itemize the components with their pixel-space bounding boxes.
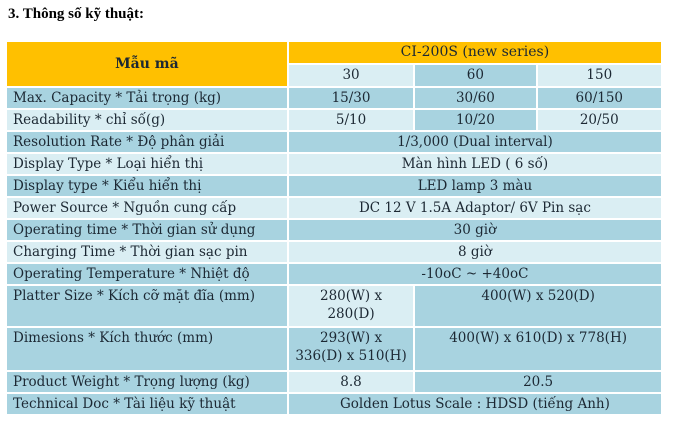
header-row-capacities: 30 60 150 (7, 65, 661, 86)
spec-row-operating-temperature: Operating Temperature * Nhiệt độ -10oC ~… (7, 264, 661, 284)
value-cell-span: Màn hình LED ( 6 số) (288, 154, 661, 174)
row-label: Display Type * Loại hiển thị (7, 154, 287, 174)
value-cell-60: 30/60 (415, 88, 536, 108)
value-cell-30: 8.8 (288, 372, 414, 392)
spec-row-dimensions: Dimesions * Kích thước (mm) 293(W) x 336… (7, 328, 661, 370)
value-cell-30: 5/10 (288, 110, 414, 130)
value-cell-span: Golden Lotus Scale : HDSD (tiếng Anh) (288, 394, 661, 414)
spec-row-product-weight: Product Weight * Trọng lượng (kg) 8.8 20… (7, 372, 661, 392)
section-title: 3. Thông số kỹ thuật: (8, 6, 145, 22)
value-cell-30: 280(W) x 280(D) (288, 286, 414, 326)
row-label: Power Source * Nguồn cung cấp (7, 198, 287, 218)
spec-table: Mẫu mã CI-200S (new series) 30 60 150 Ma… (5, 40, 663, 416)
spec-row-power-source: Power Source * Nguồn cung cấp DC 12 V 1.… (7, 198, 661, 218)
row-label: Operating Temperature * Nhiệt độ (7, 264, 287, 284)
spec-row-resolution-rate: Resolution Rate * Độ phân giải 1/3,000 (… (7, 132, 661, 152)
value-cell-span: LED lamp 3 màu (288, 176, 661, 196)
series-header-cell: CI-200S (new series) (288, 42, 661, 63)
row-label: Operating time * Thời gian sử dụng (7, 220, 287, 240)
spec-row-platter-size: Platter Size * Kích cỡ mặt đĩa (mm) 280(… (7, 286, 661, 326)
model-header-cell: Mẫu mã (7, 42, 287, 86)
value-cell-60-150: 20.5 (415, 372, 661, 392)
value-cell-60-150: 400(W) x 610(D) x 778(H) (415, 328, 661, 370)
row-label: Max. Capacity * Tải trọng (kg) (7, 88, 287, 108)
header-row-series: Mẫu mã CI-200S (new series) (7, 42, 661, 86)
row-label: Readability * chỉ số(g) (7, 110, 287, 130)
value-cell-60-150: 400(W) x 520(D) (415, 286, 661, 326)
row-label: Display type * Kiểu hiển thị (7, 176, 287, 196)
spec-row-operating-time: Operating time * Thời gian sử dụng 30 gi… (7, 220, 661, 240)
row-label: Charging Time * Thời gian sạc pin (7, 242, 287, 262)
value-cell-30: 15/30 (288, 88, 414, 108)
capacity-column-30: 30 (288, 65, 414, 86)
row-label: Product Weight * Trọng lượng (kg) (7, 372, 287, 392)
spec-row-max-capacity: Max. Capacity * Tải trọng (kg) 15/30 30/… (7, 88, 661, 108)
value-cell-150: 20/50 (537, 110, 661, 130)
spec-row-readability: Readability * chỉ số(g) 5/10 10/20 20/50 (7, 110, 661, 130)
value-cell-span: 8 giờ (288, 242, 661, 262)
capacity-column-60: 60 (415, 65, 536, 86)
spec-row-technical-doc: Technical Doc * Tài liệu kỹ thuật Golden… (7, 394, 661, 414)
value-cell-span: 30 giờ (288, 220, 661, 240)
row-label: Platter Size * Kích cỡ mặt đĩa (mm) (7, 286, 287, 326)
row-label: Technical Doc * Tài liệu kỹ thuật (7, 394, 287, 414)
spec-row-display-type: Display Type * Loại hiển thị Màn hình LE… (7, 154, 661, 174)
value-cell-30: 293(W) x 336(D) x 510(H) (288, 328, 414, 370)
value-cell-span: 1/3,000 (Dual interval) (288, 132, 661, 152)
row-label: Resolution Rate * Độ phân giải (7, 132, 287, 152)
value-cell-60: 10/20 (415, 110, 536, 130)
spec-row-charging-time: Charging Time * Thời gian sạc pin 8 giờ (7, 242, 661, 262)
row-label: Dimesions * Kích thước (mm) (7, 328, 287, 370)
value-cell-150: 60/150 (537, 88, 661, 108)
spec-row-display-kind: Display type * Kiểu hiển thị LED lamp 3 … (7, 176, 661, 196)
capacity-column-150: 150 (537, 65, 661, 86)
value-cell-span: DC 12 V 1.5A Adaptor/ 6V Pin sạc (288, 198, 661, 218)
value-cell-span: -10oC ~ +40oC (288, 264, 661, 284)
